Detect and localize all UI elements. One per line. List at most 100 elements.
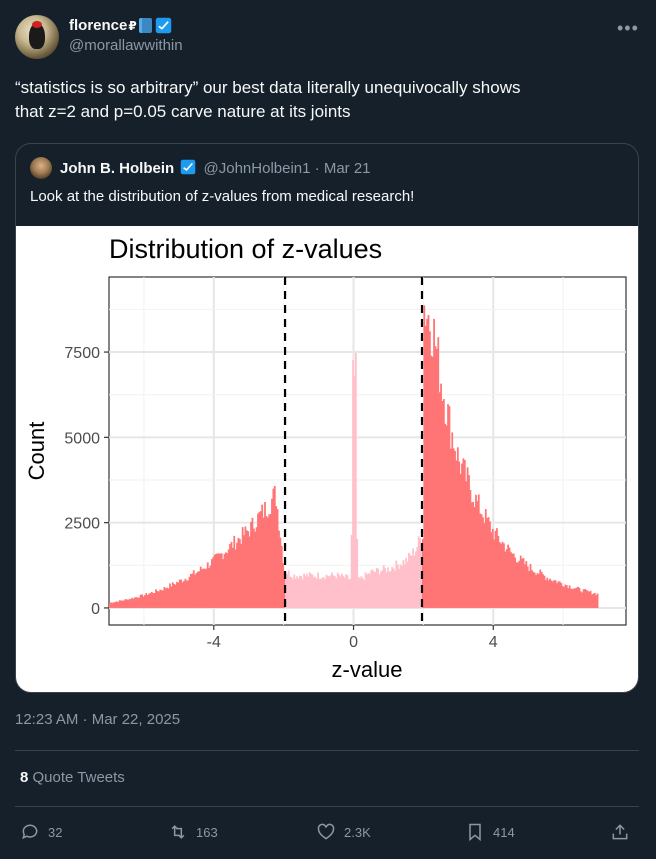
histogram-bar: [220, 553, 223, 608]
histogram-bar: [132, 598, 135, 608]
histogram-bar: [138, 597, 141, 608]
histogram-bar: [303, 573, 306, 608]
histogram-bar: [134, 597, 136, 608]
histogram-bar: [419, 538, 421, 608]
heart-icon: [317, 823, 335, 840]
histogram-bar: [595, 595, 598, 608]
histogram-bar: [273, 486, 276, 608]
histogram-bar: [194, 574, 197, 608]
histogram-bar: [118, 600, 121, 608]
quoted-tweet[interactable]: John B. Holbein @JohnHolbein1 · Mar 21 L…: [15, 143, 639, 693]
histogram-bar: [142, 596, 145, 608]
histogram-bar: [511, 553, 514, 608]
y-tick-label: 2500: [64, 516, 100, 533]
histogram-bar: [201, 569, 204, 608]
histogram-bar: [409, 554, 412, 608]
like-button[interactable]: 2.3K: [316, 820, 371, 844]
histogram-bar: [208, 567, 211, 608]
histogram-bar: [433, 318, 435, 608]
histogram-bar: [533, 572, 536, 608]
histogram-bar: [331, 572, 333, 608]
histogram-bar: [127, 600, 129, 608]
histogram-bar: [229, 543, 231, 608]
histogram-bar: [185, 580, 188, 608]
author-display-name[interactable]: florence: [69, 17, 128, 35]
histogram-bar: [501, 541, 504, 608]
histogram-bar: [169, 583, 171, 608]
histogram-bar: [269, 514, 272, 608]
histogram-bar: [167, 588, 170, 608]
histogram-bar: [272, 488, 275, 608]
histogram-bar: [389, 570, 392, 608]
histogram-bar: [226, 553, 229, 608]
histogram-bar: [585, 589, 588, 608]
histogram-bar: [329, 575, 332, 608]
share-button[interactable]: [610, 820, 638, 844]
histogram-bar: [219, 553, 222, 608]
histogram-bar: [300, 576, 303, 608]
histogram-bar: [535, 575, 537, 608]
histogram-bar: [592, 593, 595, 608]
histogram-bar: [512, 553, 515, 608]
histogram-bar: [444, 423, 447, 608]
histogram-bar: [539, 569, 542, 608]
histogram-bar: [177, 582, 180, 608]
histogram-bar: [195, 573, 198, 608]
histogram-bar: [410, 555, 413, 608]
histogram-bar: [292, 579, 294, 608]
histogram-bar: [483, 523, 486, 608]
histogram-bar: [139, 594, 142, 608]
histogram-bar: [264, 501, 266, 608]
histogram-bar: [515, 562, 518, 608]
divider: [15, 750, 639, 751]
chart-image[interactable]: Distribution of z-values 0 2500 5000 7500 -…: [16, 226, 638, 692]
histogram-bar: [152, 593, 155, 608]
histogram-bar: [290, 577, 293, 608]
quote-tweets-link[interactable]: 8 Quote Tweets: [20, 769, 125, 786]
quoted-author-handle: @JohnHolbein1: [203, 160, 311, 177]
histogram-bar: [586, 590, 589, 608]
histogram-bar: [257, 513, 259, 608]
author-handle[interactable]: @morallawwithin: [69, 37, 183, 54]
threshold-lines: [283, 277, 424, 625]
histogram-bar: [215, 553, 217, 608]
histogram-bar: [544, 580, 547, 608]
histogram-bar: [347, 579, 350, 608]
histogram-bar: [170, 586, 173, 608]
histogram-bar: [406, 561, 409, 608]
histogram-bar: [593, 592, 596, 608]
histogram-bar: [222, 559, 224, 608]
histogram-bar: [345, 574, 347, 608]
histogram-bar: [540, 571, 543, 608]
more-options-icon[interactable]: •••: [617, 18, 639, 38]
histogram-bar: [241, 527, 244, 608]
histogram-bar: [377, 568, 380, 608]
histogram-bar: [359, 578, 361, 608]
histogram-bar: [549, 578, 551, 608]
histogram-bar: [402, 560, 405, 608]
histogram-bar: [276, 509, 279, 608]
histogram-bar: [314, 576, 317, 608]
bookmark-button[interactable]: 414: [465, 820, 515, 844]
tweet-timestamp[interactable]: 12:23 AM · Mar 22, 2025: [15, 711, 181, 728]
histogram-bar: [581, 592, 584, 608]
histogram-bar: [547, 580, 550, 608]
histogram-bar: [380, 571, 382, 608]
histogram-bar: [244, 526, 247, 608]
histogram-bar: [398, 568, 401, 608]
retweet-button[interactable]: 163: [168, 820, 218, 844]
histogram-bar: [482, 517, 484, 608]
histogram-bar: [230, 541, 233, 608]
histogram-bar: [115, 601, 118, 608]
author-avatar[interactable]: [15, 15, 59, 59]
histogram-bar: [394, 570, 396, 608]
histogram-bar: [321, 577, 324, 608]
reply-button[interactable]: 32: [20, 820, 62, 844]
histogram-bar: [155, 589, 157, 608]
histogram-bar: [382, 565, 385, 608]
histogram-bar: [282, 563, 285, 608]
histogram-bar: [192, 570, 195, 608]
histogram-bar: [280, 546, 283, 608]
histogram-bar: [224, 552, 227, 608]
